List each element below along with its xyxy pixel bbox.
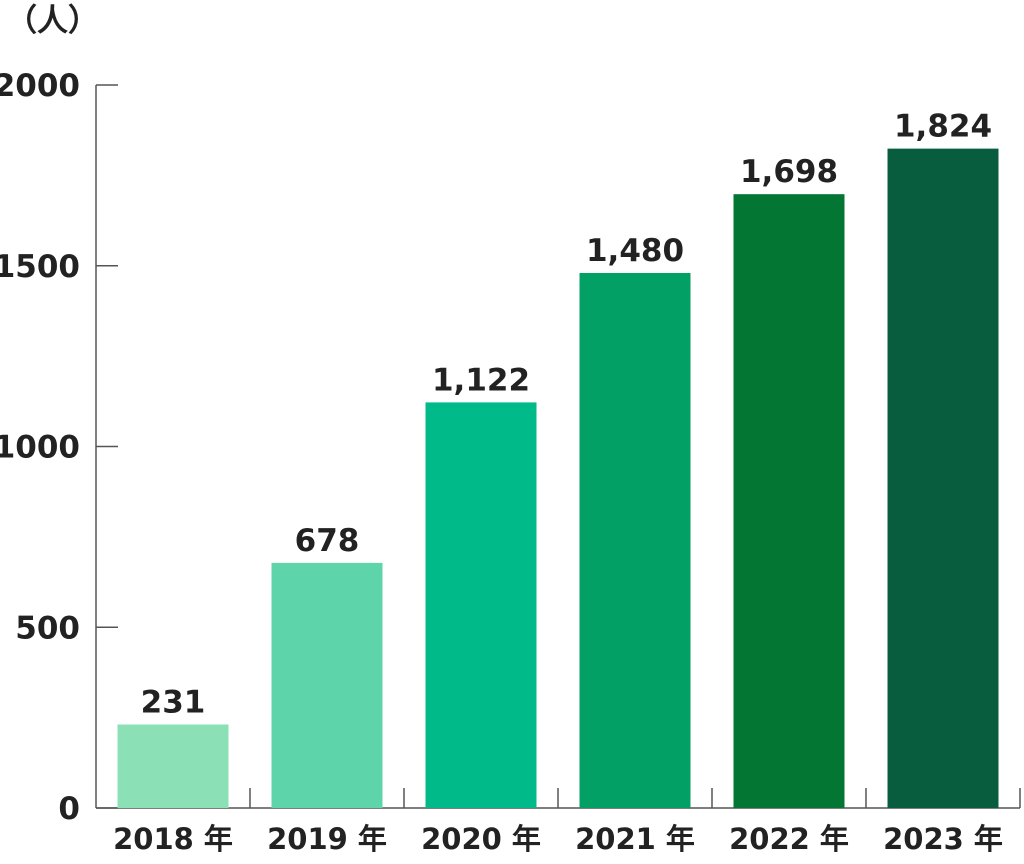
value-label-5: 1,698 bbox=[740, 154, 838, 190]
bar-6 bbox=[887, 148, 999, 808]
y-axis-unit-label: （人） bbox=[6, 3, 99, 39]
value-label-3: 1,122 bbox=[432, 362, 530, 398]
x-tick-label-4: 2021 年 bbox=[575, 822, 695, 856]
x-tick-label-6: 2023 年 bbox=[883, 822, 1003, 856]
y-tick-label: 0 bbox=[58, 791, 80, 827]
y-tick-label: 500 bbox=[15, 610, 80, 646]
bar-5 bbox=[733, 194, 845, 809]
bar-3 bbox=[425, 402, 537, 808]
y-tick-labels: 0 500 1000 1500 2000 bbox=[0, 68, 80, 827]
x-tick-label-5: 2022 年 bbox=[729, 822, 849, 856]
value-labels: 231 678 1,122 1,480 1,698 1,824 bbox=[141, 109, 992, 721]
value-label-4: 1,480 bbox=[586, 233, 684, 269]
value-label-1: 231 bbox=[141, 684, 206, 720]
bar-1 bbox=[117, 724, 229, 808]
y-tick-label: 1500 bbox=[0, 249, 80, 285]
x-tick-label-2: 2019 年 bbox=[267, 822, 387, 856]
axes bbox=[95, 84, 1021, 809]
y-tick-label: 2000 bbox=[0, 68, 80, 104]
value-label-2: 678 bbox=[295, 523, 360, 559]
bar-2 bbox=[271, 562, 383, 808]
value-label-6: 1,824 bbox=[894, 109, 992, 145]
y-tick-label: 1000 bbox=[0, 430, 80, 466]
bars bbox=[117, 148, 999, 809]
x-tick-label-3: 2020 年 bbox=[421, 822, 541, 856]
x-tick-label-1: 2018 年 bbox=[113, 822, 233, 856]
bar-4 bbox=[579, 272, 691, 809]
x-tick-labels: 2018 年 2019 年 2020 年 2021 年 2022 年 2023 年 bbox=[113, 822, 1003, 856]
